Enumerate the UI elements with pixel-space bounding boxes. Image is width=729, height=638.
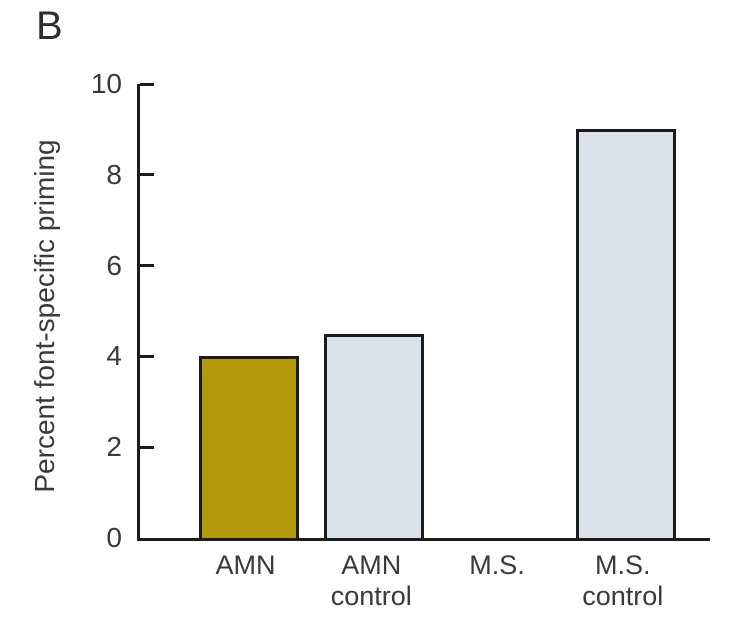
y-tick-label: 4 [106,340,122,372]
y-tick-mark [140,173,154,177]
plot-area [137,82,710,541]
y-tick-mark [140,445,154,449]
y-tick-mark [140,264,154,268]
bar-amn-control [324,333,425,538]
x-category-label: AMN [215,550,276,580]
panel-label: B [36,4,64,48]
y-tick-label: 6 [106,249,122,281]
x-category-label: M.S. control [582,550,664,611]
bar-m-s-control [575,129,676,538]
y-tick-label: 8 [106,158,122,190]
y-tick-mark [140,354,154,358]
y-tick-label: 0 [106,522,122,553]
x-category-label: AMN control [330,550,412,611]
bar-amn [198,356,299,538]
y-tick-label: 2 [106,431,122,463]
y-tick-label: 10 [90,68,122,99]
x-category-label: M.S. [469,550,525,580]
y-tick-mark [140,82,154,86]
